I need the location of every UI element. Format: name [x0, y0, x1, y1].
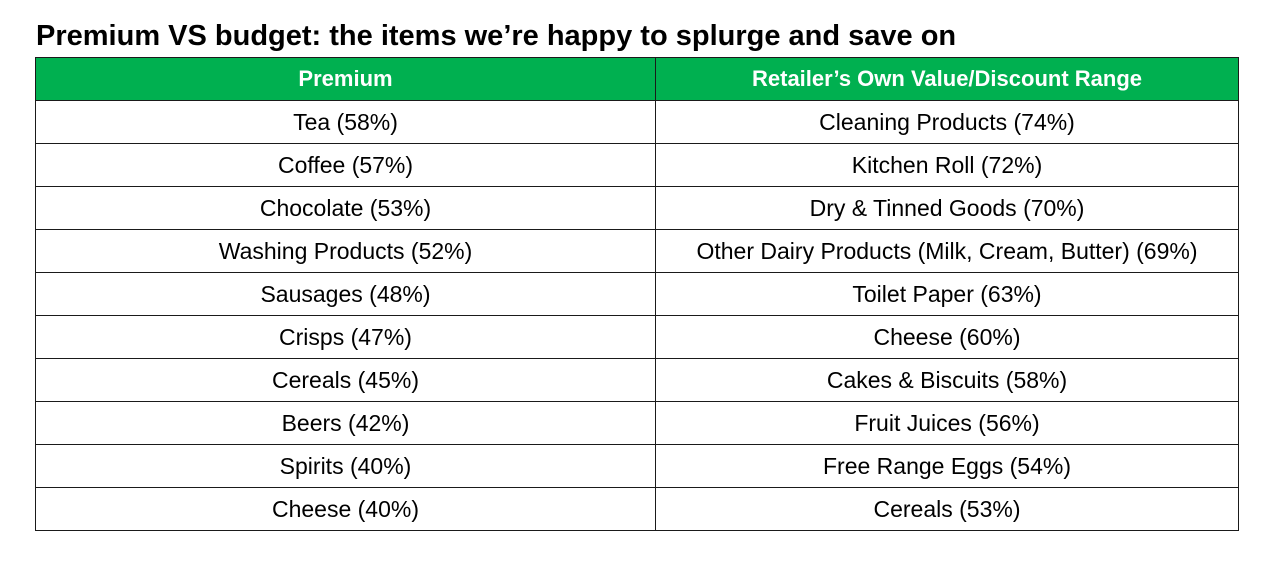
discount-range-cell: Dry & Tinned Goods (70%) — [655, 186, 1239, 230]
table-row: Spirits (40%) Free Range Eggs (54%) — [35, 444, 1239, 488]
column-header-premium: Premium — [35, 57, 656, 101]
premium-cell: Crisps (47%) — [35, 315, 656, 359]
discount-range-cell: Cakes & Biscuits (58%) — [655, 358, 1239, 402]
premium-cell: Cereals (45%) — [35, 358, 656, 402]
table-row: Beers (42%) Fruit Juices (56%) — [35, 401, 1239, 445]
chart-title: Premium VS budget: the items we’re happy… — [36, 20, 957, 52]
table-row: Crisps (47%) Cheese (60%) — [35, 315, 1239, 359]
table-row: Tea (58%) Cleaning Products (74%) — [35, 100, 1239, 144]
table-body: Tea (58%) Cleaning Products (74%) Coffee (… — [35, 100, 1239, 531]
discount-range-cell: Cheese (60%) — [655, 315, 1239, 359]
table-row: Chocolate (53%) Dry & Tinned Goods (70%) — [35, 186, 1239, 230]
discount-range-cell: Cleaning Products (74%) — [655, 100, 1239, 144]
comparison-table: Premium Retailer’s Own Value/Discount Ra… — [35, 57, 1239, 531]
premium-cell: Spirits (40%) — [35, 444, 656, 488]
premium-cell: Sausages (48%) — [35, 272, 656, 316]
discount-range-cell: Fruit Juices (56%) — [655, 401, 1239, 445]
premium-cell: Coffee (57%) — [35, 143, 656, 187]
table-row: Cheese (40%) Cereals (53%) — [35, 487, 1239, 531]
header-row: Premium Retailer’s Own Value/Discount Ra… — [35, 57, 1239, 101]
column-header-discount-range: Retailer’s Own Value/Discount Range — [655, 57, 1239, 101]
table-row: Sausages (48%) Toilet Paper (63%) — [35, 272, 1239, 316]
discount-range-cell: Toilet Paper (63%) — [655, 272, 1239, 316]
premium-cell: Beers (42%) — [35, 401, 656, 445]
discount-range-cell: Other Dairy Products (Milk, Cream, Butte… — [655, 229, 1239, 273]
discount-range-cell: Cereals (53%) — [655, 487, 1239, 531]
table-row: Coffee (57%) Kitchen Roll (72%) — [35, 143, 1239, 187]
table-row: Cereals (45%) Cakes & Biscuits (58%) — [35, 358, 1239, 402]
premium-cell: Chocolate (53%) — [35, 186, 656, 230]
premium-cell: Tea (58%) — [35, 100, 656, 144]
premium-cell: Washing Products (52%) — [35, 229, 656, 273]
table-row: Washing Products (52%) Other Dairy Produc… — [35, 229, 1239, 273]
premium-cell: Cheese (40%) — [35, 487, 656, 531]
discount-range-cell: Kitchen Roll (72%) — [655, 143, 1239, 187]
discount-range-cell: Free Range Eggs (54%) — [655, 444, 1239, 488]
